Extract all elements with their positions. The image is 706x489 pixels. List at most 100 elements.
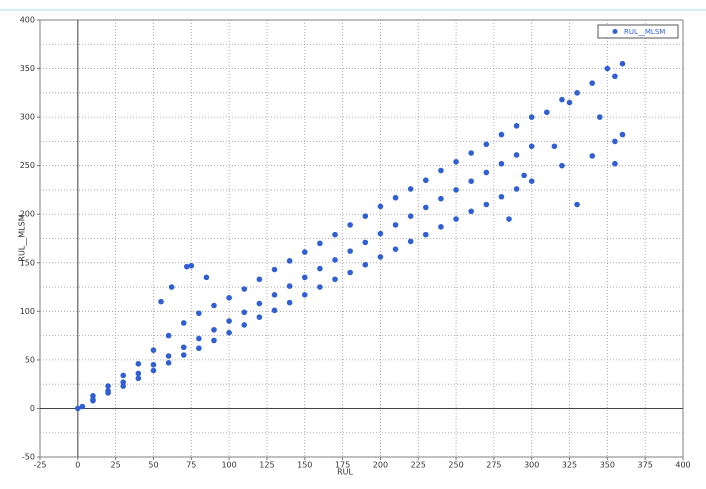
- point: [241, 309, 248, 316]
- x-tick-label: 400: [675, 461, 690, 470]
- x-tick-label: -25: [33, 461, 46, 470]
- point: [90, 393, 96, 399]
- point: [392, 194, 399, 201]
- point: [165, 353, 172, 359]
- point: [256, 276, 263, 283]
- point: [196, 310, 202, 317]
- point: [544, 109, 550, 116]
- point: [551, 143, 558, 150]
- point: [135, 375, 142, 382]
- point: [377, 254, 384, 260]
- x-tick-label: 0: [75, 461, 80, 470]
- point: [619, 131, 626, 138]
- point: [317, 284, 323, 290]
- point: [226, 318, 232, 324]
- point: [468, 150, 474, 156]
- y-tick-label: 200: [20, 210, 35, 219]
- point: [392, 222, 399, 228]
- point: [559, 162, 565, 169]
- y-tick-label: 350: [20, 64, 35, 73]
- point: [423, 177, 429, 184]
- point: [150, 347, 157, 353]
- x-tick-label: 150: [297, 461, 312, 470]
- point: [168, 284, 175, 290]
- point: [604, 65, 611, 72]
- point: [506, 216, 512, 222]
- x-tick-label: 75: [186, 461, 196, 470]
- y-tick-label: 100: [20, 307, 35, 316]
- point: [188, 262, 195, 269]
- point: [513, 152, 520, 158]
- point: [498, 160, 505, 167]
- x-tick-label: 100: [221, 461, 236, 470]
- point: [196, 335, 202, 342]
- y-tick-label: 400: [20, 16, 35, 25]
- point: [271, 307, 278, 314]
- y-tick-label: 300: [20, 113, 35, 122]
- point: [619, 60, 626, 67]
- point: [438, 224, 444, 230]
- point: [241, 322, 248, 328]
- point: [75, 405, 81, 412]
- legend-marker: [612, 29, 618, 34]
- x-tick-label: 250: [448, 461, 463, 470]
- point: [513, 186, 520, 192]
- point: [362, 239, 369, 246]
- point: [332, 276, 338, 283]
- x-tick-label: 375: [638, 461, 653, 470]
- y-tick-label: 250: [20, 161, 35, 170]
- point: [528, 143, 535, 150]
- point: [574, 201, 580, 208]
- point: [332, 257, 338, 263]
- point: [453, 158, 459, 165]
- point: [377, 230, 384, 237]
- point: [271, 292, 278, 298]
- point: [612, 73, 618, 80]
- point: [498, 131, 505, 138]
- x-tick-label: 200: [373, 461, 388, 470]
- point: [183, 263, 190, 270]
- x-tick-label: 50: [148, 461, 158, 470]
- point: [286, 258, 293, 264]
- point: [407, 186, 414, 192]
- point: [286, 283, 293, 289]
- x-tick-label: 25: [111, 461, 121, 470]
- point: [407, 238, 414, 245]
- point: [165, 360, 172, 366]
- point: [271, 266, 278, 273]
- point: [120, 372, 127, 379]
- point: [105, 383, 111, 389]
- point: [241, 286, 248, 292]
- point: [438, 195, 444, 202]
- point: [596, 114, 603, 120]
- point: [301, 249, 308, 255]
- x-axis-label: RUL: [337, 468, 353, 477]
- point: [589, 80, 596, 86]
- point: [196, 345, 202, 352]
- point: [362, 213, 369, 219]
- point: [528, 114, 535, 120]
- point: [589, 153, 596, 159]
- point: [150, 361, 157, 368]
- legend-label: RUL__MLSM: [624, 28, 665, 36]
- x-tick-label: 175: [335, 461, 350, 470]
- x-tick-label: 225: [411, 461, 426, 470]
- point: [513, 123, 520, 129]
- y-tick-label: 150: [20, 258, 35, 267]
- x-tick-label: 275: [486, 461, 501, 470]
- point: [180, 320, 187, 326]
- point: [135, 370, 142, 377]
- point: [226, 329, 232, 336]
- point: [574, 90, 580, 96]
- point: [256, 300, 263, 307]
- point: [203, 274, 210, 281]
- point: [347, 222, 353, 228]
- y-tick-label: 50: [25, 355, 35, 364]
- y-axis-label: RUL__MLSM: [18, 214, 27, 261]
- point: [211, 302, 217, 309]
- point: [211, 337, 217, 344]
- point: [612, 138, 618, 145]
- point: [90, 397, 96, 404]
- point: [317, 240, 323, 247]
- point: [521, 172, 527, 179]
